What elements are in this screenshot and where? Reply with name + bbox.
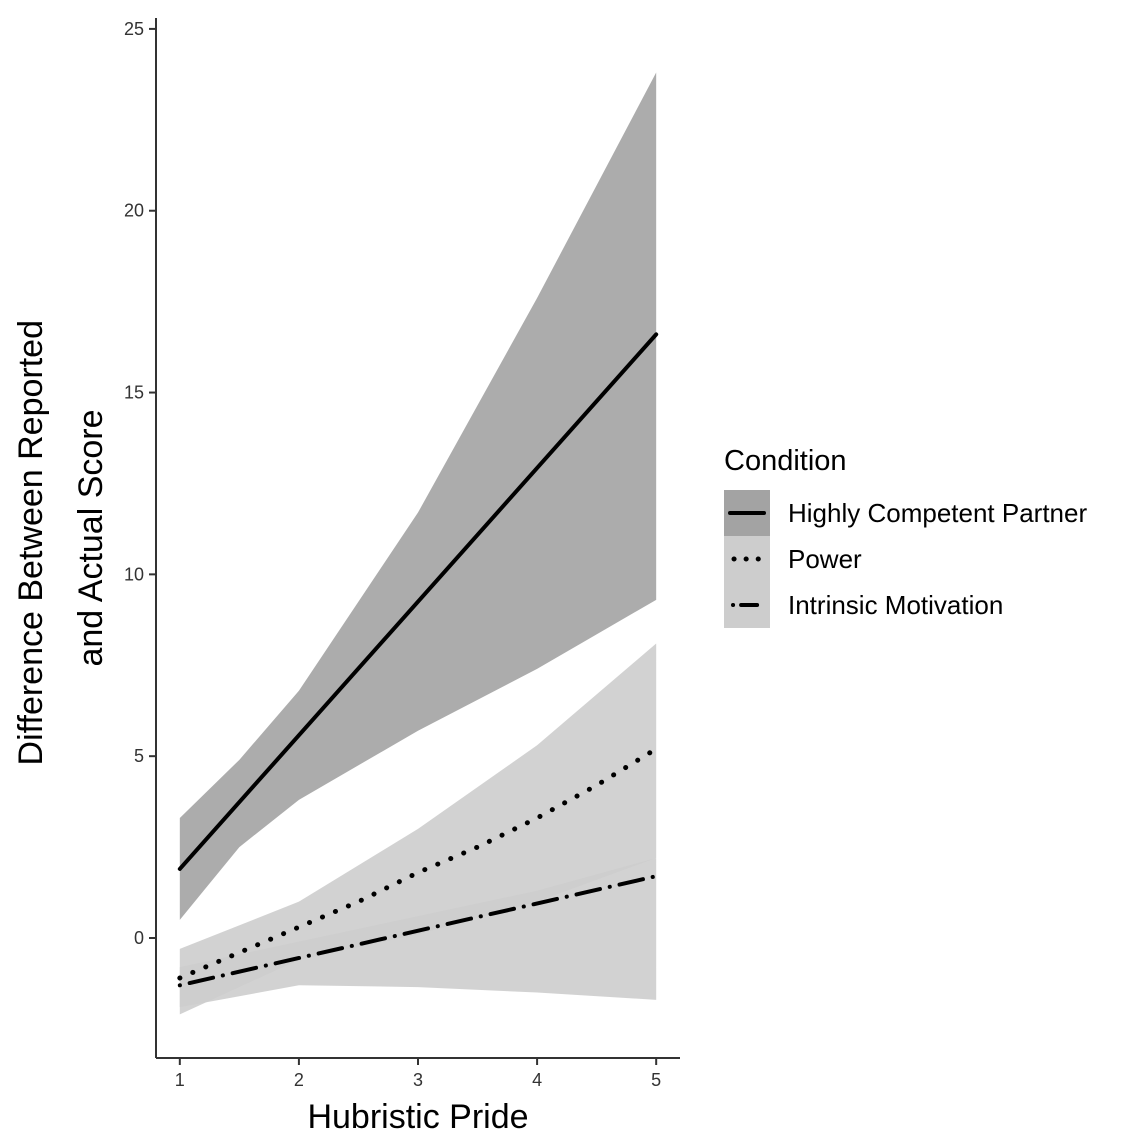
y-tick-label: 15 bbox=[124, 383, 144, 403]
y-tick-label: 0 bbox=[134, 928, 144, 948]
legend-label: Highly Competent Partner bbox=[788, 498, 1087, 528]
y-axis-title: Difference Between Reported and Actual S… bbox=[12, 311, 110, 766]
y-tick-label: 20 bbox=[124, 201, 144, 221]
power-confidence-band bbox=[179, 643, 657, 1015]
highly-competent-partner-line bbox=[177, 332, 659, 871]
legend-item-highly-competent-partner: Highly Competent Partner bbox=[724, 490, 1087, 536]
y-axis-ticks: 0 5 10 15 20 25 bbox=[124, 19, 156, 948]
confidence-bands bbox=[179, 72, 657, 1015]
legend-item-intrinsic-motivation: Intrinsic Motivation bbox=[724, 582, 1003, 628]
power-line bbox=[177, 746, 659, 981]
legend-label: Power bbox=[788, 544, 862, 574]
legend-item-power: Power bbox=[724, 536, 862, 582]
x-tick-label: 3 bbox=[413, 1070, 423, 1090]
y-tick-label: 10 bbox=[124, 564, 144, 584]
x-axis-title: Hubristic Pride bbox=[307, 1098, 528, 1136]
x-tick-label: 2 bbox=[294, 1070, 304, 1090]
x-tick-label: 5 bbox=[651, 1070, 661, 1090]
legend-label: Intrinsic Motivation bbox=[788, 590, 1003, 620]
x-tick-label: 4 bbox=[532, 1070, 542, 1090]
y-tick-label: 5 bbox=[134, 746, 144, 766]
y-tick-label: 25 bbox=[124, 19, 144, 39]
legend-items: Highly Competent Partner Power Intrinsic M… bbox=[724, 490, 1087, 628]
fit-lines bbox=[177, 332, 659, 988]
x-axis-ticks: 1 2 3 4 5 bbox=[175, 1058, 661, 1090]
x-tick-label: 1 bbox=[175, 1070, 185, 1090]
legend-title: Condition bbox=[724, 445, 847, 477]
highly-competent-partner-confidence-band bbox=[179, 72, 657, 920]
intrinsic-motivation-line bbox=[177, 874, 659, 988]
legend: Condition Highly Competent Partner Power I… bbox=[724, 445, 1087, 628]
y-axis-title-line-2: and Actual Score bbox=[72, 409, 110, 666]
y-axis-title-line-1: Difference Between Reported bbox=[12, 320, 50, 765]
